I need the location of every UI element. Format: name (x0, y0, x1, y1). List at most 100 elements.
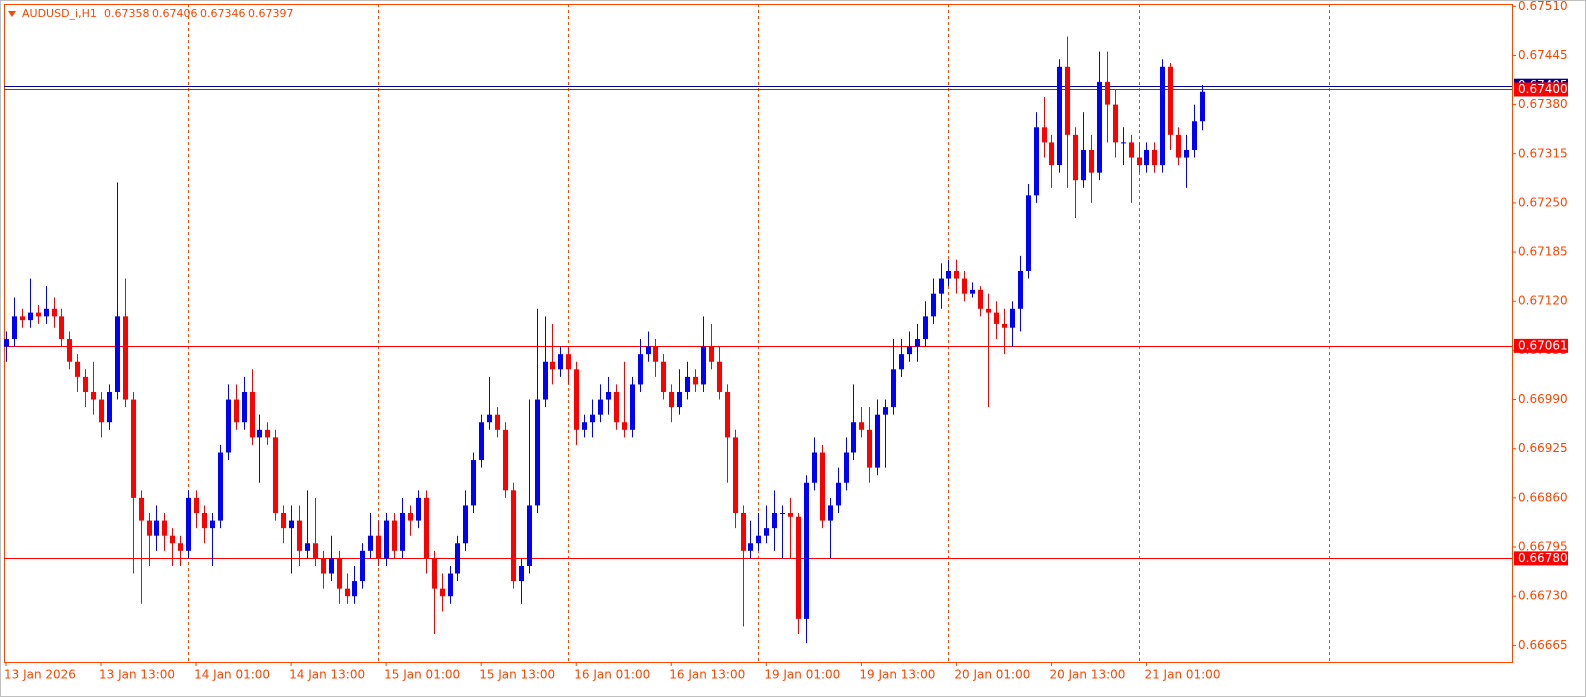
candle-body (289, 520, 294, 529)
candle-body (265, 429, 270, 438)
y-tick-label: 0.67250 (1518, 195, 1568, 209)
x-tick-label: 15 Jan 01:00 (384, 668, 460, 682)
candle-body (756, 535, 761, 544)
candle-body (1049, 142, 1054, 166)
candle-body (1002, 323, 1007, 328)
candle-body (851, 422, 856, 453)
candle-body (764, 528, 769, 536)
y-tick-label: 0.67185 (1518, 245, 1568, 259)
candle-body (305, 543, 310, 551)
price-label-box (1514, 551, 1568, 566)
candle-body (804, 482, 809, 619)
candle-body (725, 391, 730, 438)
candle-body (432, 558, 437, 589)
candle-body (329, 558, 334, 574)
candle-body (202, 513, 207, 529)
y-tick-label: 0.66730 (1518, 589, 1568, 603)
candle-body (479, 422, 484, 461)
ohlc-high: 0.67406 (152, 7, 198, 20)
candle-body (463, 505, 468, 544)
candle-body (693, 376, 698, 385)
candle-body (812, 452, 817, 483)
candle-body (1018, 270, 1023, 309)
candle-body (257, 429, 262, 438)
candle-body (218, 452, 223, 521)
candle-body (535, 399, 540, 506)
candle-body (558, 354, 563, 370)
candle-body (36, 312, 41, 317)
y-tick-label: 0.67120 (1518, 294, 1568, 308)
candle-body (234, 399, 239, 423)
candle-body (424, 497, 429, 559)
candle-body (75, 361, 80, 377)
candle-body (1042, 127, 1047, 143)
candle-body (954, 270, 959, 279)
collapse-icon (8, 11, 16, 17)
candle-body (440, 588, 445, 597)
candle-body (194, 497, 199, 514)
candle-body (820, 452, 825, 521)
ohlc-close: 0.67397 (248, 7, 294, 20)
candle-body (1184, 149, 1189, 158)
x-tick-label: 16 Jan 01:00 (574, 668, 650, 682)
candle-body (12, 316, 17, 340)
candle-body (574, 369, 579, 430)
candle-body (1097, 81, 1102, 173)
candle-body (511, 490, 516, 582)
candle-body (891, 369, 896, 408)
candle-body (550, 361, 555, 370)
candle-body (495, 414, 500, 430)
candle-body (1192, 121, 1197, 150)
candle-body (1089, 149, 1094, 173)
candle-body (796, 516, 801, 619)
y-tick-label: 0.67445 (1518, 48, 1568, 62)
x-tick-label: 13 Jan 2026 (4, 668, 76, 682)
candle-body (1121, 142, 1126, 144)
candle-body (91, 391, 96, 400)
candle-body (242, 391, 247, 423)
y-tick-label: 0.67315 (1518, 146, 1568, 160)
candle-body (67, 339, 72, 362)
x-tick-label: 19 Jan 13:00 (859, 668, 935, 682)
candle-body (717, 361, 722, 392)
candle-body (701, 346, 706, 385)
candle-body (186, 497, 191, 551)
symbol-title: AUDUSD_i,H1 (22, 7, 97, 20)
candle-body (748, 543, 753, 551)
candle-body (867, 429, 872, 468)
candle-body (653, 346, 658, 362)
candle-body (923, 316, 928, 340)
price-label-box (1514, 82, 1568, 97)
x-tick-label: 19 Jan 01:00 (764, 668, 840, 682)
candle-body (741, 513, 746, 551)
y-tick-label: 0.66990 (1518, 392, 1568, 406)
price-label: 0.67061 (1518, 338, 1568, 352)
candle-body (4, 339, 9, 347)
candle-body (828, 505, 833, 521)
candle-body (487, 414, 492, 423)
candle-body (1200, 91, 1205, 122)
candle-body (994, 312, 999, 324)
candle-body (360, 550, 365, 582)
candle-body (1144, 149, 1149, 166)
y-tick-label: 0.66795 (1518, 540, 1568, 554)
candle-body (448, 573, 453, 597)
candle-body (471, 460, 476, 506)
x-tick-label: 20 Jan 13:00 (1049, 668, 1125, 682)
candle-body (455, 543, 460, 574)
candle-body (836, 482, 841, 506)
x-tick-label: 21 Jan 01:00 (1144, 668, 1220, 682)
x-tick-label: 15 Jan 13:00 (479, 668, 555, 682)
candle-body (630, 384, 635, 430)
candle-body (772, 513, 777, 529)
candle-body (250, 391, 255, 438)
candle-body (1152, 149, 1157, 166)
candle-body (646, 346, 651, 355)
candle-body (1168, 66, 1173, 135)
candle-body (875, 414, 880, 468)
candle-body (147, 520, 152, 536)
candle-body (946, 270, 951, 279)
candle-body (376, 535, 381, 559)
